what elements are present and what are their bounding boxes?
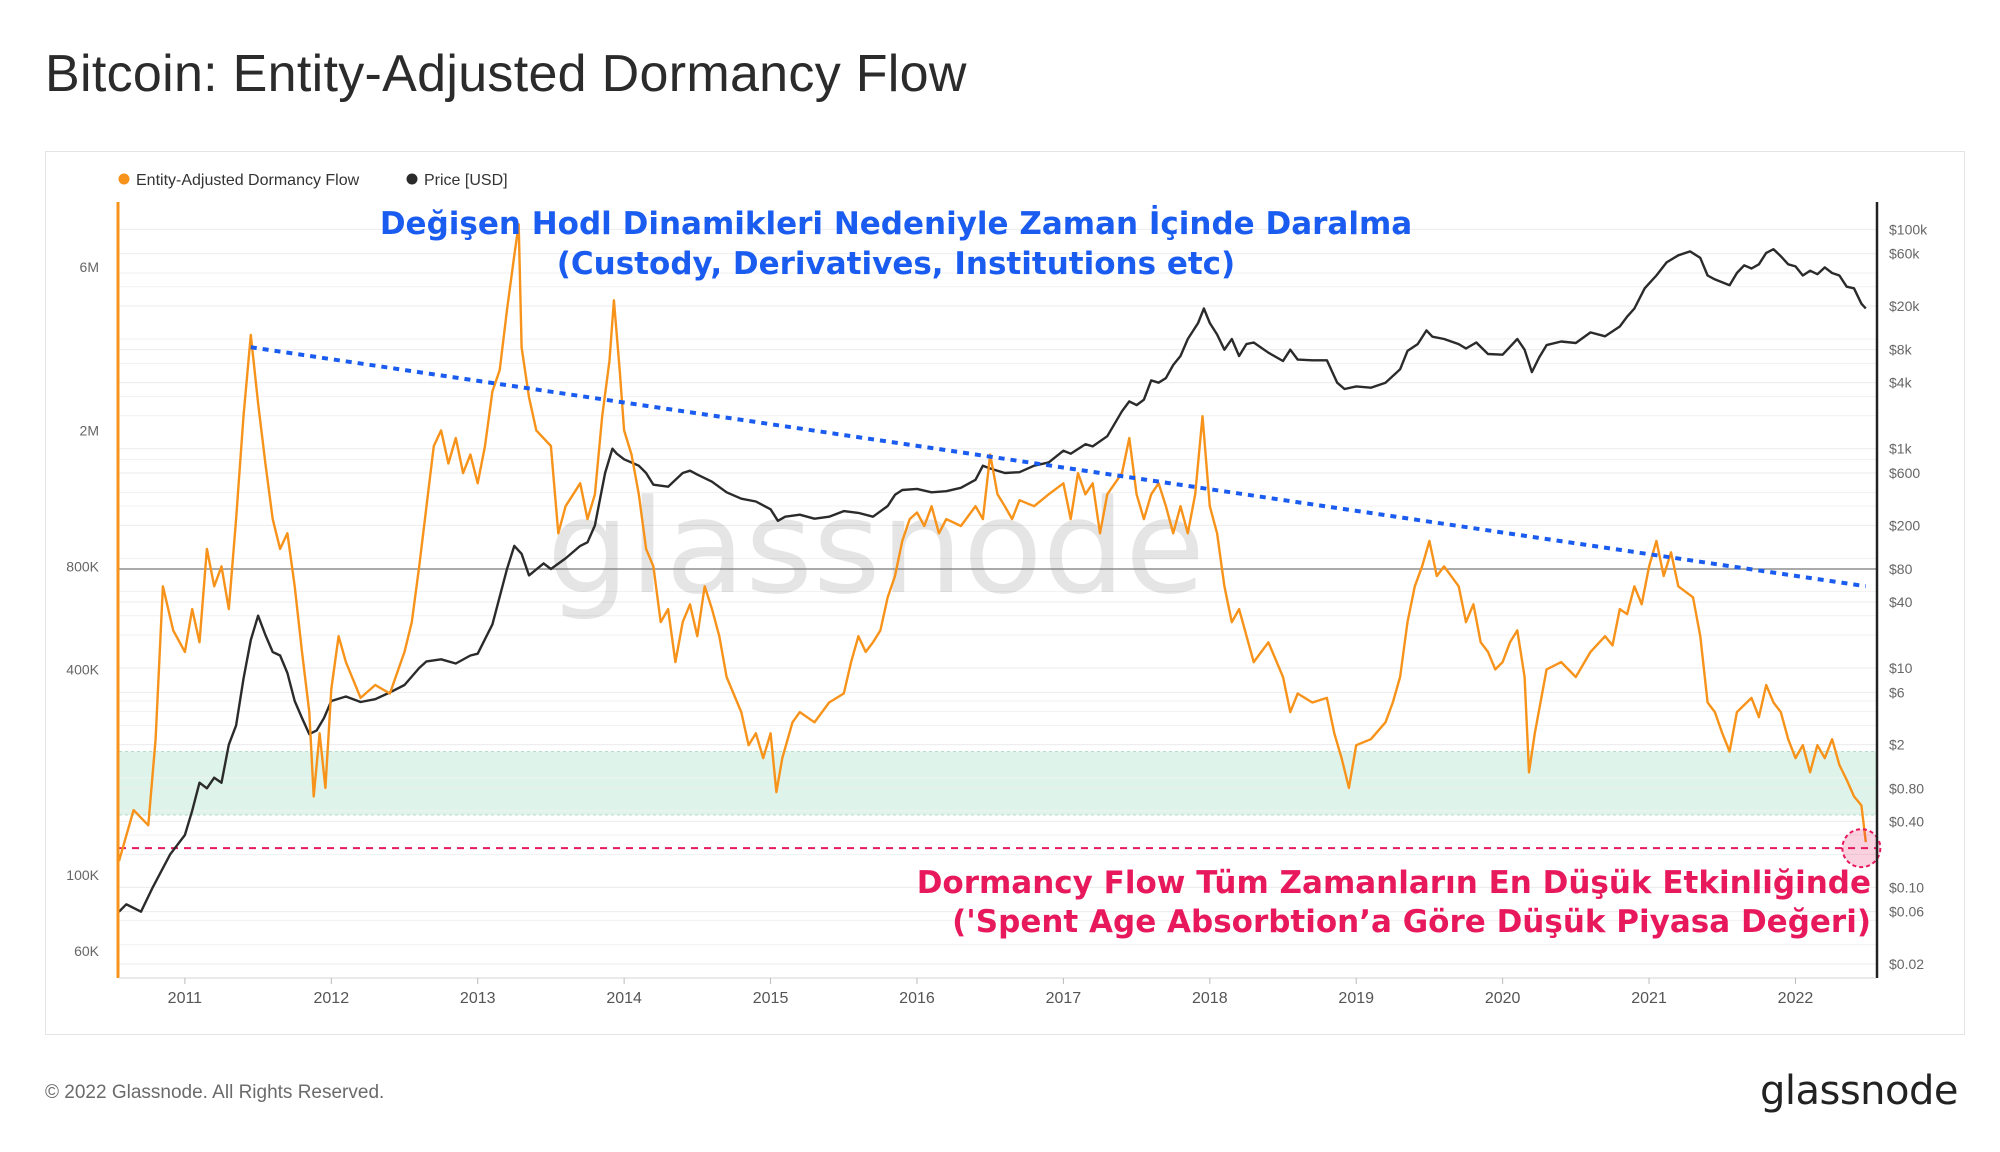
legend: Entity-Adjusted Dormancy Flow Price [USD… — [118, 172, 508, 189]
green-band — [119, 751, 1876, 816]
series-layer — [117, 223, 1882, 913]
highlight-circle — [1841, 828, 1882, 869]
legend-swatch-price — [406, 173, 418, 185]
right-tick-label-10: $200 — [1889, 517, 1920, 533]
dormancy-series-line — [117, 223, 1867, 862]
right-tick-label-5: $2 — [1889, 737, 1905, 753]
left-tick-label-0: 60K — [74, 943, 100, 959]
chart-svg: glassnode 60K100K400K800K2M6M$0.02$0.06$… — [66, 172, 1928, 1007]
right-tick-label-15: $20k — [1889, 298, 1920, 314]
x-tick-label-4: 2015 — [753, 990, 789, 1007]
page-title: Bitcoin: Entity-Adjusted Dormancy Flow — [45, 45, 967, 103]
x-tick-label-9: 2020 — [1485, 990, 1521, 1007]
left-tick-label-4: 2M — [80, 422, 99, 438]
x-tick-label-8: 2019 — [1338, 990, 1374, 1007]
x-tick-label-0: 2011 — [168, 990, 203, 1007]
right-tick-label-8: $40 — [1889, 594, 1913, 610]
x-tick-label-1: 2012 — [314, 990, 350, 1007]
right-tick-label-17: $100k — [1889, 221, 1928, 237]
x-tick-label-11: 2022 — [1778, 990, 1814, 1007]
legend-label-price[interactable]: Price [USD] — [424, 172, 508, 189]
annotation-bottom: Dormancy Flow Tüm Zamanların En Düşük Et… — [917, 865, 1871, 940]
grid-layer — [119, 228, 1876, 965]
right-tick-label-14: $8k — [1889, 342, 1913, 358]
annotation-bottom-line2: ('Spent Age Absorbtion’a Göre Düşük Piya… — [952, 904, 1871, 940]
x-tick-label-7: 2018 — [1192, 990, 1228, 1007]
left-tick-label-1: 100K — [66, 867, 99, 883]
right-tick-label-11: $600 — [1889, 465, 1920, 481]
annotation-top: Değişen Hodl Dinamikleri Nedeniyle Zaman… — [380, 206, 1412, 282]
right-tick-label-13: $4k — [1889, 375, 1913, 391]
glassnode-logo[interactable]: glassnode — [1759, 1068, 1959, 1114]
annotation-top-line2: (Custody, Derivatives, Institutions etc) — [557, 246, 1235, 282]
x-tick-label-10: 2021 — [1631, 990, 1667, 1007]
right-tick-label-3: $0.40 — [1889, 813, 1924, 829]
chart-panel: glassnode 60K 100K 400K 800K 2M 6M $0.02 $0.06 $… — [45, 151, 1965, 1035]
trend-layer — [250, 345, 1867, 589]
x-tick-label-6: 2017 — [1046, 990, 1082, 1007]
right-tick-label-1: $0.06 — [1889, 904, 1924, 920]
reference-lines-layer — [119, 568, 1876, 850]
left-tick-label-2: 400K — [66, 661, 99, 677]
x-tick-label-2: 2013 — [460, 990, 496, 1007]
x-tick-label-5: 2016 — [899, 990, 935, 1007]
green-band-layer — [119, 751, 1876, 816]
right-tick-label-4: $0.80 — [1889, 780, 1924, 796]
trend-line — [250, 345, 1867, 589]
price-series-line — [118, 248, 1867, 913]
right-tick-label-16: $60k — [1889, 246, 1920, 262]
annotation-bottom-line1: Dormancy Flow Tüm Zamanların En Düşük Et… — [917, 865, 1871, 901]
left-tick-label-3: 800K — [66, 558, 99, 574]
axes-layer: 60K 100K 400K 800K 2M 6M $0.02 $0.06 $0.10 $0.40 $… — [66, 202, 1928, 1007]
annotation-top-line1: Değişen Hodl Dinamikleri Nedeniyle Zaman… — [380, 206, 1412, 242]
right-tick-label-7: $10 — [1889, 660, 1913, 676]
footer-copyright: © 2022 Glassnode. All Rights Reserved. — [45, 1082, 385, 1103]
right-tick-label-2: $0.10 — [1889, 879, 1924, 895]
right-tick-label-12: $1k — [1889, 441, 1913, 457]
left-tick-label-5: 6M — [80, 259, 99, 275]
right-tick-label-6: $6 — [1889, 684, 1905, 700]
right-tick-label-0: $0.02 — [1889, 956, 1924, 972]
legend-swatch-dormancy — [118, 173, 130, 185]
legend-label-dormancy[interactable]: Entity-Adjusted Dormancy Flow — [136, 172, 360, 189]
x-tick-label-3: 2014 — [606, 990, 642, 1007]
right-tick-label-9: $80 — [1889, 561, 1913, 577]
